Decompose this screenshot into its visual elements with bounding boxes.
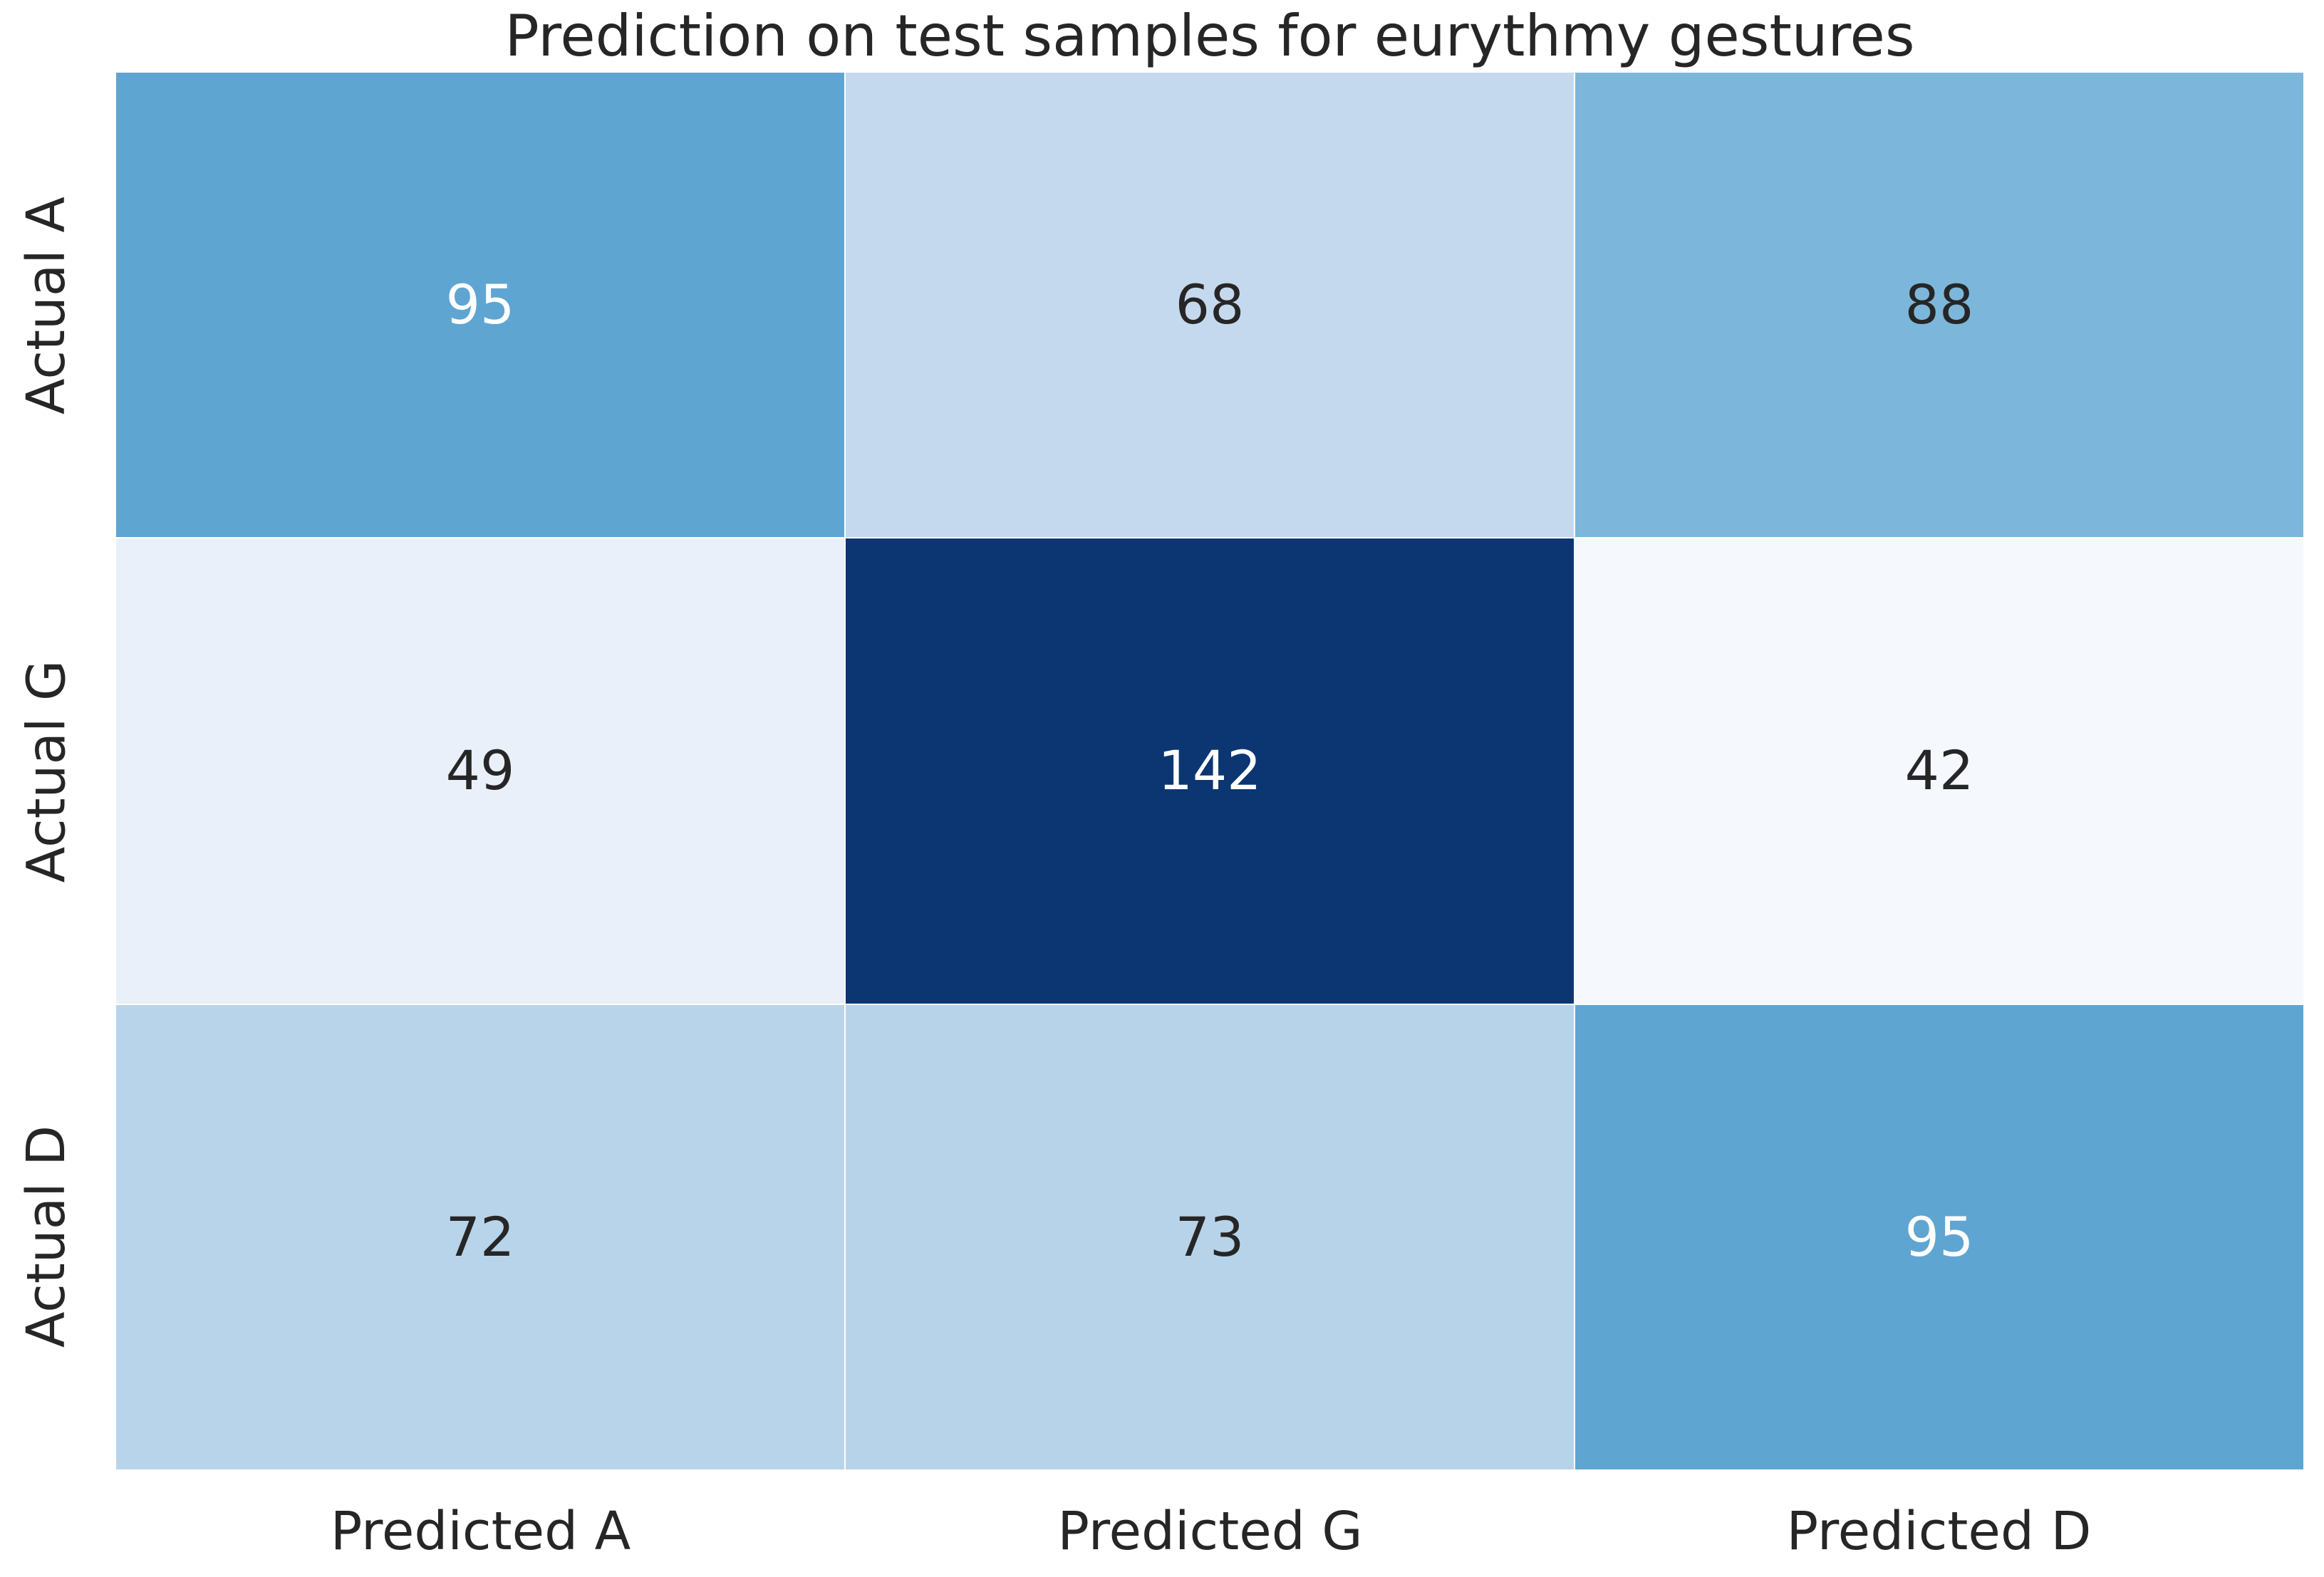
heatmap-cell-r2c1: 73 (846, 1004, 1574, 1469)
heatmap-cell-r1c0: 49 (116, 538, 844, 1004)
heatmap-grid: 95 68 88 49 142 42 72 73 95 (116, 73, 2303, 1469)
row-label-text: Actual G (16, 660, 78, 883)
row-label-text: Actual A (16, 197, 78, 415)
col-label-text: Predicted D (1786, 1501, 2092, 1562)
row-label-actual-d: Actual D (0, 1004, 93, 1469)
chart-title: Prediction on test samples for eurythmy … (504, 3, 1915, 69)
row-label-actual-g: Actual G (0, 538, 93, 1004)
heatmap-cell-r2c2: 95 (1575, 1004, 2303, 1469)
heatmap-cell-r1c2: 42 (1575, 538, 2303, 1004)
col-label-text: Predicted G (1057, 1501, 1363, 1562)
heatmap-cell-r0c2: 88 (1575, 73, 2303, 538)
heatmap-cell-r1c1: 142 (846, 538, 1574, 1004)
col-label-predicted-d: Predicted D (1575, 1496, 2303, 1567)
heatmap-cell-r2c0: 72 (116, 1004, 844, 1469)
row-label-text: Actual D (16, 1125, 77, 1348)
heatmap-cell-r0c1: 68 (846, 73, 1574, 538)
col-label-text: Predicted A (330, 1501, 631, 1562)
heatmap-cell-r0c0: 95 (116, 73, 844, 538)
row-label-actual-a: Actual A (0, 73, 93, 538)
col-label-predicted-g: Predicted G (846, 1496, 1575, 1567)
col-label-predicted-a: Predicted A (116, 1496, 845, 1567)
